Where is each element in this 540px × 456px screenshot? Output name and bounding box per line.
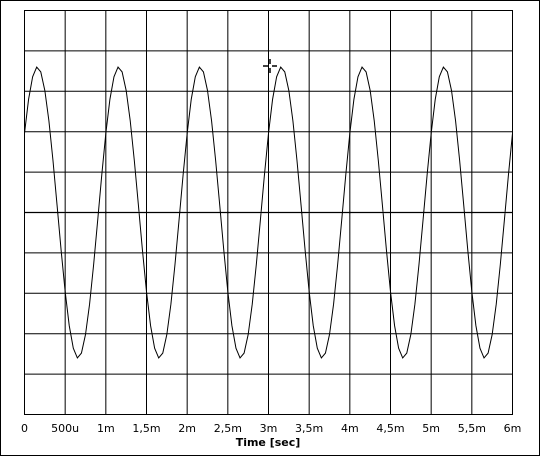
plot-layer: 0 500u 1m 1,5m 2m 2,5m 3m 3,5m 4m 4,5m 5m 5,5m 6m — [21, 10, 522, 435]
x-tick-label: 3m — [260, 422, 278, 435]
x-tick-label: 4,5m — [376, 422, 404, 435]
x-tick-label: 2m — [178, 422, 196, 435]
x-tick-label: 4m — [341, 422, 359, 435]
x-tick-label: 500u — [51, 422, 79, 435]
x-tick-label: 1,5m — [132, 422, 160, 435]
x-tick-label: 1m — [97, 422, 115, 435]
x-axis-title: Time [sec] — [236, 436, 301, 449]
series-line — [24, 66, 513, 359]
x-tick-label: 0 — [21, 422, 28, 435]
x-tick-label: 3,5m — [295, 422, 323, 435]
x-tick-label: 5,5m — [458, 422, 486, 435]
x-tick-label: 2,5m — [214, 422, 242, 435]
cursor — [263, 59, 277, 73]
x-tick-label: 5m — [422, 422, 440, 435]
x-tick-label: 6m — [504, 422, 522, 435]
